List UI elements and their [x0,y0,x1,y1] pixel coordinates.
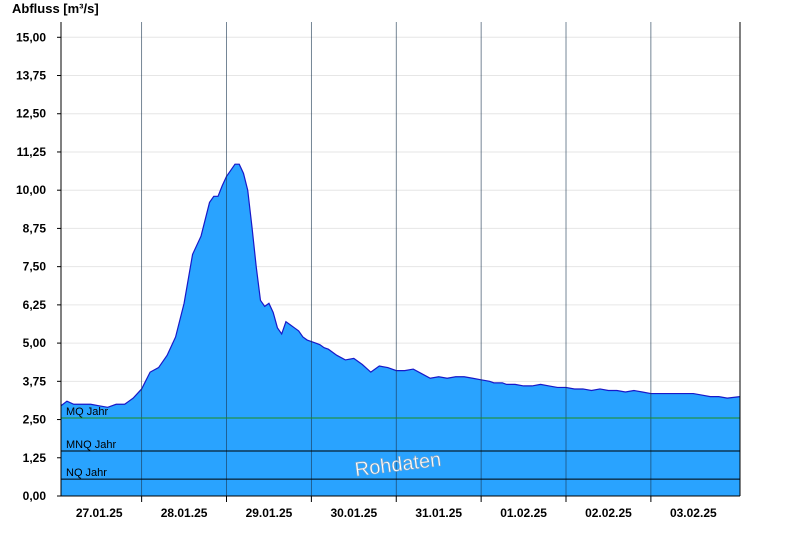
x-tick-label: 28.01.25 [161,506,208,520]
y-tick-label: 13,75 [16,69,46,83]
y-tick-label: 15,00 [16,30,46,44]
y-tick-labels: 0,00 1,25 2,50 3,75 5,00 6,25 7,50 8,75 10,00 11,… [16,30,46,503]
x-tick-label: 03.02.25 [670,506,717,520]
chart-title: Abfluss [m³/s] [12,1,99,16]
y-tick-label: 0,00 [23,489,47,503]
day-separators [141,22,652,496]
discharge-line [60,163,741,408]
y-tick-label: 8,75 [23,221,47,235]
y-tick-label: 7,50 [23,260,47,274]
y-tick-label: 11,25 [17,145,47,159]
x-tick-label: 29.01.25 [246,506,293,520]
y-tick-label: 1,25 [23,451,47,465]
x-tick-label: 30.01.25 [330,506,377,520]
reference-line-label: MNQ Jahr [66,439,116,451]
y-tick-label: 6,25 [23,298,47,312]
x-tick-label: 02.02.25 [585,506,632,520]
x-tick-label: 01.02.25 [500,506,547,520]
x-tick-labels: 27.01.25 28.01.25 29.01.25 30.01.25 31.01.25… [76,506,717,520]
reference-lines: MQ Jahr MNQ Jahr NQ Jahr [61,406,740,480]
y-tick-label: 5,00 [23,336,47,350]
y-tick-label: 12,50 [16,107,46,121]
axes [57,22,741,502]
reference-line-label: NQ Jahr [66,467,107,479]
y-tick-label: 3,75 [23,374,47,388]
discharge-area [61,164,740,496]
y-tick-label: 2,50 [23,413,47,427]
area-layer [60,163,741,496]
x-tick-label: 27.01.25 [76,506,123,520]
reference-line-label: MQ Jahr [66,406,109,418]
x-tick-label: 31.01.25 [415,506,462,520]
y-tick-label: 10,00 [16,183,46,197]
